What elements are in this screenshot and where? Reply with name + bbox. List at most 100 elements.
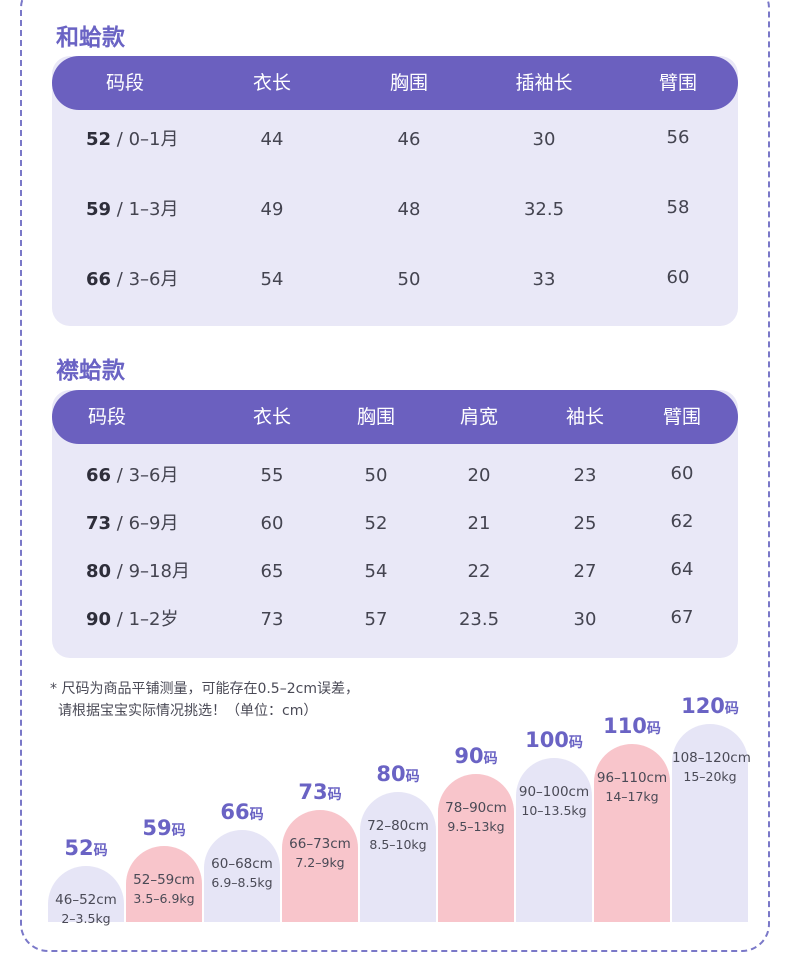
dashed-frame xyxy=(20,0,770,952)
size-number: 120 xyxy=(681,694,725,718)
table-cell: 20 xyxy=(467,465,491,486)
size-label: 66码 xyxy=(204,800,280,824)
table-cell: 33 xyxy=(532,269,556,290)
size-number: 73 xyxy=(298,780,328,804)
size-label: 110码 xyxy=(594,714,670,738)
section-title-2: 襟蛤款 xyxy=(56,358,125,384)
table-cell: 65 xyxy=(260,561,284,582)
size-column-120: 120码 108–120cm 15–20kg xyxy=(672,694,751,922)
height-range: 78–90cm xyxy=(445,800,507,816)
header-sleeve: 袖长 xyxy=(565,406,605,428)
size-number: 52 xyxy=(64,836,94,860)
size-label: 100码 xyxy=(516,728,592,752)
size-label: 73码 xyxy=(282,780,358,804)
table-cell: 23.5 xyxy=(458,609,500,630)
size-column-73: 73码 66–73cm 7.2–9kg xyxy=(282,700,358,922)
size-column-90: 90码 78–90cm 9.5–13kg xyxy=(438,700,514,922)
weight-range: 14–17kg xyxy=(605,789,659,804)
header-arm: 臂围 xyxy=(658,72,698,94)
section-title-1: 和蛤款 xyxy=(56,25,125,51)
table-cell: 49 xyxy=(260,199,284,220)
table-row: 66 / 3–6月 54 50 33 60 xyxy=(52,265,738,295)
height-range: 90–100cm xyxy=(518,784,590,800)
size-column-80: 80码 72–80cm 8.5–10kg xyxy=(360,700,436,922)
height-range: 108–120cm xyxy=(672,750,751,766)
size-label: 80码 xyxy=(360,762,436,786)
table-cell: 50 xyxy=(364,465,388,486)
header-arm: 臂围 xyxy=(662,406,702,428)
size-arch xyxy=(126,846,202,922)
size-arch xyxy=(282,810,358,922)
table-cell: 32.5 xyxy=(523,199,565,220)
weight-range: 3.5–6.9kg xyxy=(133,891,195,906)
size-column-52: 52码 46–52cm 2–3.5kg xyxy=(48,700,124,926)
size-number: 100 xyxy=(525,728,569,752)
table-row: 52 / 0–1月 44 46 30 56 xyxy=(52,125,738,155)
size-unit: 码 xyxy=(327,787,342,803)
table-cell: 46 xyxy=(397,129,421,150)
size-arch xyxy=(594,744,670,922)
size-unit: 码 xyxy=(646,721,661,737)
table-cell: 56 xyxy=(666,127,690,148)
table-cell: 73 xyxy=(260,609,284,630)
table-row: 59 / 1–3月 49 48 32.5 58 xyxy=(52,195,738,225)
size-label: 59码 xyxy=(126,816,202,840)
table-row: 73 / 6–9月 60 52 21 25 62 xyxy=(52,509,738,539)
header-shoulder: 肩宽 xyxy=(459,406,499,428)
size-chart: 52码 46–52cm 2–3.5kg 59码 52–59cm 3.5–6.9kg 66码 6… xyxy=(48,694,751,926)
table-row: 90 / 1–2岁 73 57 23.5 30 67 xyxy=(52,605,738,635)
size-unit: 码 xyxy=(93,843,108,859)
height-range: 66–73cm xyxy=(289,836,351,852)
table-cell: 60 xyxy=(666,267,690,288)
table-cell: 60 xyxy=(260,513,284,534)
header-chest: 胸围 xyxy=(356,406,396,428)
size-number: 66 xyxy=(220,800,250,824)
header-chest: 胸围 xyxy=(389,72,429,94)
size-number: 80 xyxy=(376,762,406,786)
note-line-1: * 尺码为商品平铺测量，可能存在0.5–2cm误差， xyxy=(50,681,359,697)
table-cell: 22 xyxy=(467,561,491,582)
size-cell: 80 / 9–18月 xyxy=(86,561,190,582)
size-arch xyxy=(204,830,280,922)
weight-range: 15–20kg xyxy=(683,769,737,784)
table-cell: 54 xyxy=(364,561,388,582)
header-raglan-sleeve: 插袖长 xyxy=(515,72,573,94)
size-column-66: 66码 60–68cm 6.9–8.5kg xyxy=(204,700,280,922)
size-cell: 59 / 1–3月 xyxy=(86,199,179,220)
table-cell: 25 xyxy=(573,513,597,534)
size-column-100: 100码 90–100cm 10–13.5kg xyxy=(516,700,592,922)
size-unit: 码 xyxy=(724,701,739,717)
size-cell: 66 / 3–6月 xyxy=(86,465,179,486)
table-cell: 30 xyxy=(532,129,556,150)
size-unit: 码 xyxy=(568,735,583,751)
size-unit: 码 xyxy=(483,751,498,767)
table-cell: 62 xyxy=(670,511,694,532)
size-column-59: 59码 52–59cm 3.5–6.9kg xyxy=(126,700,202,922)
table-cell: 48 xyxy=(397,199,421,220)
size-label: 120码 xyxy=(672,694,748,718)
size-cell: 66 / 3–6月 xyxy=(86,269,179,290)
header-length: 衣长 xyxy=(252,72,292,94)
table-cell: 44 xyxy=(260,129,284,150)
size-label: 52码 xyxy=(48,836,124,860)
size-cell: 90 / 1–2岁 xyxy=(86,609,179,630)
size-arch xyxy=(438,774,514,922)
size-column-110: 110码 96–110cm 14–17kg xyxy=(594,700,670,922)
table-header-2: 码段 衣长 胸围 肩宽 袖长 臂围 xyxy=(52,390,738,444)
size-cell: 73 / 6–9月 xyxy=(86,513,179,534)
size-arch xyxy=(48,866,124,922)
height-range: 96–110cm xyxy=(596,770,668,786)
table-cell: 30 xyxy=(573,609,597,630)
height-range: 46–52cm xyxy=(55,892,117,908)
height-range: 52–59cm xyxy=(133,872,195,888)
table-cell: 60 xyxy=(670,463,694,484)
table-cell: 50 xyxy=(397,269,421,290)
table-cell: 52 xyxy=(364,513,388,534)
note-line-2: 请根据宝宝实际情况挑选！（单位：cm） xyxy=(58,703,318,719)
size-table-2: 码段 衣长 胸围 肩宽 袖长 臂围 66 / 3–6月 55 50 20 23 … xyxy=(52,390,738,658)
size-arch xyxy=(360,792,436,922)
size-table-1: 码段 衣长 胸围 插袖长 臂围 52 / 0–1月 44 46 30 56 59… xyxy=(52,56,738,326)
size-number: 59 xyxy=(142,816,172,840)
weight-range: 2–3.5kg xyxy=(61,911,111,926)
table-cell: 67 xyxy=(670,607,694,628)
